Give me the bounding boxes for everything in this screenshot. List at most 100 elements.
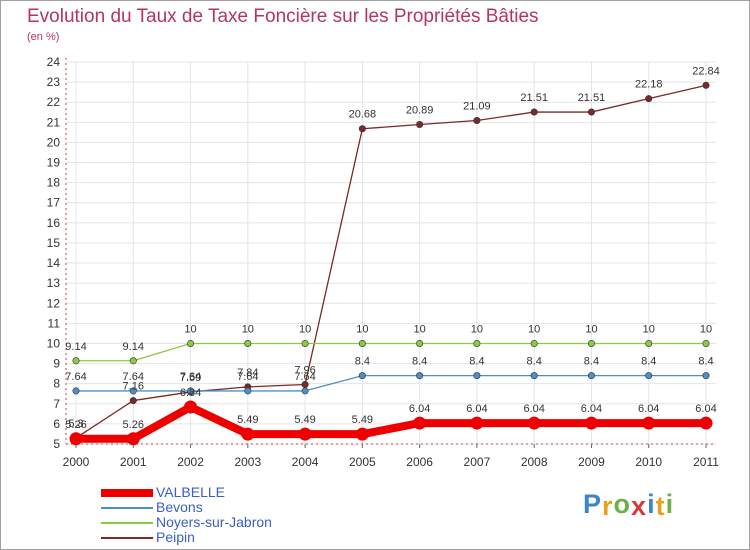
y-tick-label: 11 (48, 316, 61, 330)
data-label-valbelle: 5.49 (352, 414, 373, 426)
legend-label: Peipin (156, 529, 195, 545)
x-tick-label: 2006 (406, 455, 433, 469)
axes: 5 6 7 8 9 10 11 12 13 14 15 16 17 18 19 20 21 22 23 24 2000 2… (47, 55, 720, 469)
series-line-noyers-sur-jabron (76, 342, 706, 362)
data-label-noyers-sur-jabron: 10 (184, 323, 196, 335)
x-tick-label: 2004 (292, 455, 319, 469)
legend-item-peipin: Peipin (101, 530, 272, 545)
data-point-peipin (530, 108, 538, 116)
data-point-noyers-sur-jabron (72, 357, 80, 365)
legend-swatch (101, 488, 153, 497)
data-point-bevons (645, 372, 653, 380)
logo-letter: x (631, 491, 648, 521)
data-label-bevons: 7.64 (123, 371, 144, 383)
data-label-peipin: 21.09 (463, 101, 491, 113)
series-line-peipin (75, 84, 707, 439)
x-tick-label: 2010 (635, 455, 662, 469)
data-point-peipin (702, 81, 710, 89)
legend-label: Noyers-sur-Jabron (156, 514, 272, 530)
data-labels-layer: 5.3 7.16 7.59 7.84 7.96 20.68 20.89 21.09 21.51 2… (65, 65, 719, 430)
data-label-noyers-sur-jabron: 10 (700, 323, 712, 335)
data-point-noyers-sur-jabron (129, 357, 137, 365)
y-tick-label: 9 (53, 357, 60, 371)
data-label-peipin: 5.3 (68, 418, 83, 430)
data-label-noyers-sur-jabron: 10 (585, 323, 597, 335)
y-tick-label: 8 (53, 377, 60, 391)
data-label-bevons: 8.4 (412, 356, 427, 368)
data-label-bevons: 7.64 (294, 371, 315, 383)
data-point-bevons (416, 372, 424, 380)
data-label-noyers-sur-jabron: 10 (414, 323, 426, 335)
data-point-peipin (587, 108, 595, 116)
data-point-bevons (244, 387, 252, 395)
grid-lines (66, 61, 716, 445)
data-point-bevons (72, 387, 80, 395)
data-point-valbelle (184, 400, 198, 414)
y-tick-label: 22 (47, 95, 61, 109)
data-point-bevons (129, 387, 137, 395)
data-label-noyers-sur-jabron: 10 (471, 323, 483, 335)
data-point-valbelle (699, 416, 713, 430)
data-label-bevons: 7.64 (237, 371, 258, 383)
data-point-noyers-sur-jabron (187, 339, 195, 347)
data-point-valbelle (527, 416, 541, 430)
data-point-valbelle (470, 416, 484, 430)
data-point-noyers-sur-jabron (530, 339, 538, 347)
y-tick-label: 12 (47, 296, 61, 310)
data-point-bevons (301, 387, 309, 395)
data-point-peipin (358, 125, 366, 133)
data-label-valbelle: 5.26 (123, 419, 144, 431)
data-point-valbelle (69, 432, 83, 446)
data-label-valbelle: 6.04 (409, 403, 430, 415)
data-label-peipin: 7.84 (237, 367, 258, 379)
legend-label: VALBELLE (156, 484, 226, 500)
data-point-noyers-sur-jabron (645, 339, 653, 347)
data-label-noyers-sur-jabron: 9.14 (123, 341, 144, 353)
data-point-noyers-sur-jabron (301, 339, 309, 347)
logo-letter: t (655, 491, 666, 521)
data-label-peipin: 7.59 (180, 372, 201, 384)
legend-swatch (101, 521, 153, 524)
x-tick-label: 2003 (234, 455, 261, 469)
y-tick-label: 16 (47, 216, 61, 230)
y-tick-label: 24 (47, 55, 61, 69)
data-label-valbelle: 6.04 (581, 403, 602, 415)
y-tick-label: 13 (47, 276, 61, 290)
data-point-valbelle (241, 427, 255, 441)
data-point-noyers-sur-jabron (702, 339, 710, 347)
data-point-noyers-sur-jabron (473, 339, 481, 347)
x-tick-label: 2011 (693, 455, 719, 469)
data-label-bevons: 7.64 (65, 371, 86, 383)
data-point-bevons (358, 372, 366, 380)
y-tick-label: 15 (47, 236, 61, 250)
data-label-bevons: 8.4 (469, 356, 484, 368)
y-tick-label: 19 (47, 156, 61, 170)
legend-label: Bevons (156, 499, 203, 515)
data-label-valbelle: 6.04 (638, 403, 659, 415)
x-tick-label: 2007 (464, 455, 491, 469)
x-tick-label: 2002 (177, 455, 204, 469)
data-point-valbelle (298, 427, 312, 441)
data-label-peipin: 7.96 (294, 364, 315, 376)
data-label-peipin: 21.51 (578, 92, 606, 104)
data-point-valbelle (355, 427, 369, 441)
y-tick-label: 23 (47, 75, 61, 89)
legend-item-bevons: Bevons (101, 500, 272, 515)
data-point-bevons (702, 372, 710, 380)
data-label-bevons: 8.4 (527, 356, 542, 368)
chart-title: Evolution du Taux de Taxe Foncière sur l… (27, 6, 539, 27)
data-label-peipin: 21.51 (520, 92, 548, 104)
y-tick-label: 5 (53, 437, 60, 451)
x-tick-label: 2008 (521, 455, 548, 469)
data-point-bevons (530, 372, 538, 380)
data-label-bevons: 8.4 (698, 356, 713, 368)
x-tick-label: 2000 (63, 455, 90, 469)
y-axis-unit-label: (en %) (27, 31, 60, 43)
series-layer (69, 81, 713, 446)
data-point-valbelle (584, 416, 598, 430)
logo-letter: P (583, 489, 603, 519)
legend: VALBELLE Bevons Noyers-sur-Jabron Peipin (101, 485, 272, 545)
data-label-bevons: 8.4 (584, 356, 599, 368)
